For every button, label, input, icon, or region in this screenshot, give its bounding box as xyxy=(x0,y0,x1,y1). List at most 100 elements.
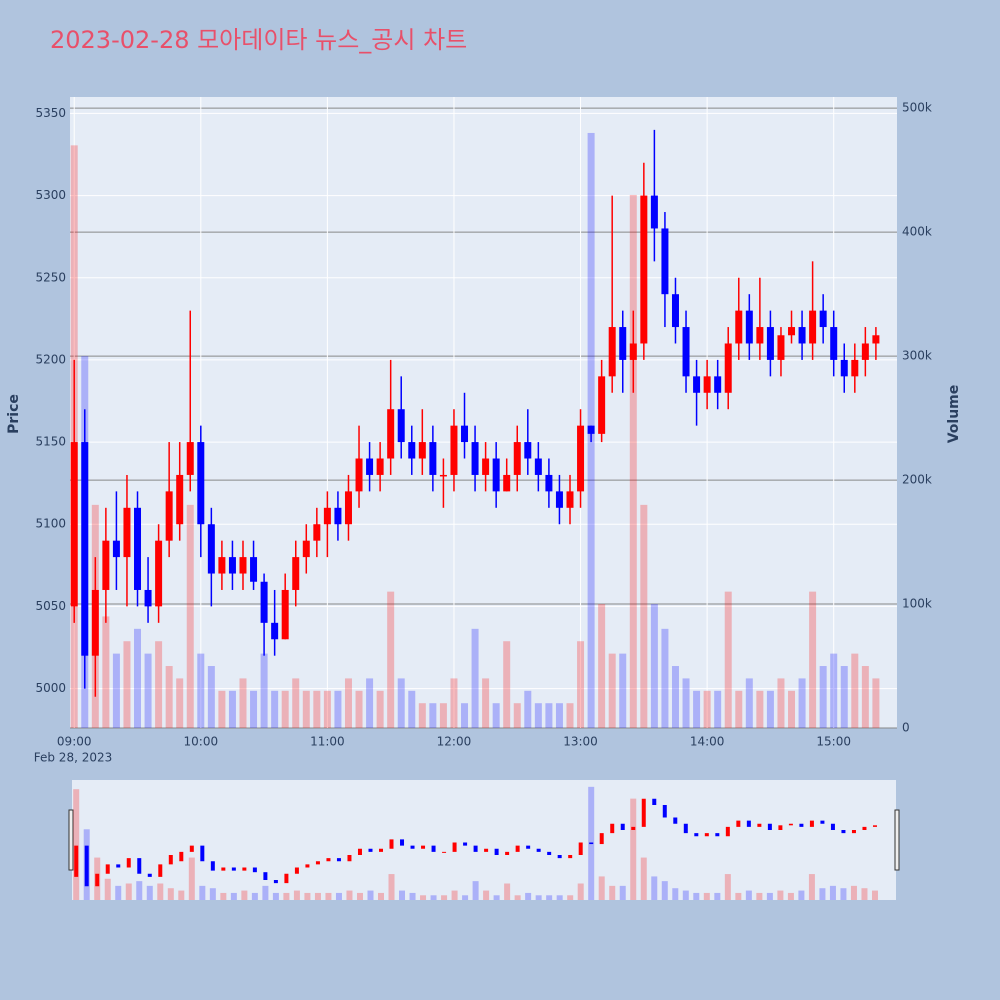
volume-bar xyxy=(524,690,532,728)
candle-body xyxy=(81,442,89,656)
volume-bar xyxy=(281,690,289,728)
volume-bar xyxy=(503,641,511,728)
volume-bar xyxy=(640,504,648,728)
slider-volume-bar xyxy=(861,888,868,900)
volume-bar xyxy=(492,703,500,728)
volume-bar xyxy=(745,678,753,728)
slider-volume-bar xyxy=(367,890,374,900)
y2-tick-label: 0 xyxy=(902,721,910,735)
slider-volume-bar xyxy=(262,885,269,900)
volume-bar xyxy=(144,653,152,728)
volume-bar xyxy=(861,666,869,728)
volume-bar xyxy=(777,678,785,728)
slider-volume-bar xyxy=(840,888,847,900)
y-tick-label: 5150 xyxy=(35,435,66,449)
slider-volume-bar xyxy=(567,895,574,900)
volume-bar xyxy=(619,653,627,728)
slider-volume-bar xyxy=(230,892,237,900)
volume-bar xyxy=(123,641,131,728)
volume-bar xyxy=(872,678,880,728)
slider-volume-bar xyxy=(535,895,542,900)
slider-volume-bar xyxy=(672,888,679,900)
x-tick-label: 12:00 xyxy=(437,735,472,749)
volume-bar xyxy=(260,653,268,728)
volume-bar xyxy=(840,666,848,728)
volume-bar xyxy=(756,690,764,728)
candle-body xyxy=(344,491,352,525)
candle-body xyxy=(872,335,880,344)
candle-body xyxy=(851,359,859,377)
volume-bar xyxy=(555,703,563,728)
slider-volume-bar xyxy=(777,890,784,900)
candle-body xyxy=(703,376,711,393)
candle-body xyxy=(777,335,785,360)
candle-body xyxy=(788,327,796,336)
slider-volume-bar xyxy=(146,885,153,900)
candle-body xyxy=(492,458,500,492)
slider-volume-bar xyxy=(136,881,143,900)
slider-volume-bar xyxy=(483,890,490,900)
volume-bar xyxy=(197,653,205,728)
volume-bar xyxy=(366,678,374,728)
candle-body xyxy=(281,589,289,640)
candle-body xyxy=(809,310,817,344)
volume-bar xyxy=(450,678,458,728)
candle-body xyxy=(134,507,142,590)
volume-bar xyxy=(566,703,574,728)
candle-body xyxy=(197,442,205,525)
slider-volume-bar xyxy=(420,895,427,900)
slider-volume-bar xyxy=(335,892,342,900)
y-tick-label: 5000 xyxy=(35,681,66,695)
slider-volume-bar xyxy=(514,895,521,900)
range-slider[interactable] xyxy=(72,780,896,900)
volume-bar xyxy=(534,703,542,728)
slider-volume-bar xyxy=(304,892,311,900)
slider-volume-bar xyxy=(251,892,258,900)
slider-volume-bar xyxy=(325,892,332,900)
slider-volume-bar xyxy=(630,798,637,900)
slider-volume-bar xyxy=(651,876,658,900)
x-tick-label: 14:00 xyxy=(690,735,725,749)
slider-volume-bar xyxy=(598,876,605,900)
y2-tick-label: 300k xyxy=(902,349,932,363)
slider-volume-bar xyxy=(220,892,227,900)
candle-body xyxy=(408,442,416,459)
volume-bar xyxy=(165,666,173,728)
candle-body xyxy=(176,474,184,525)
slider-volume-bar xyxy=(735,892,742,900)
candle-body xyxy=(619,327,627,360)
volume-bar xyxy=(809,591,817,728)
candle-body xyxy=(102,540,110,590)
volume-bar xyxy=(735,690,743,728)
y-tick-label: 5350 xyxy=(35,106,66,120)
candle-body xyxy=(766,327,774,360)
candle-body xyxy=(482,458,490,475)
slider-volume-bar xyxy=(399,890,406,900)
candle-body xyxy=(292,557,300,590)
candle-body xyxy=(830,327,838,360)
candle-body xyxy=(429,442,437,475)
slider-volume-bar xyxy=(703,892,710,900)
volume-bar xyxy=(608,653,616,728)
slider-handle[interactable] xyxy=(68,809,74,871)
slider-volume-bar xyxy=(619,885,626,900)
candle-body xyxy=(587,425,595,434)
x-tick-label: 13:00 xyxy=(563,735,598,749)
volume-bar xyxy=(819,666,827,728)
candle-body xyxy=(387,409,395,459)
x-tick-label: 10:00 xyxy=(184,735,219,749)
date-label: Feb 28, 2023 xyxy=(34,751,113,765)
volume-bar xyxy=(376,690,384,728)
slider-volume-bar xyxy=(819,888,826,900)
slider-handle[interactable] xyxy=(894,809,900,871)
candle-body xyxy=(534,458,542,475)
candle-body xyxy=(545,474,553,492)
candle-body xyxy=(714,376,722,393)
volume-bar xyxy=(598,604,606,728)
candle-body xyxy=(555,491,563,508)
slider-volume-bar xyxy=(293,890,300,900)
volume-bar xyxy=(228,690,236,728)
y-tick-label: 5100 xyxy=(35,517,66,531)
candle-body xyxy=(471,442,479,475)
slider-volume-bar xyxy=(756,892,763,900)
